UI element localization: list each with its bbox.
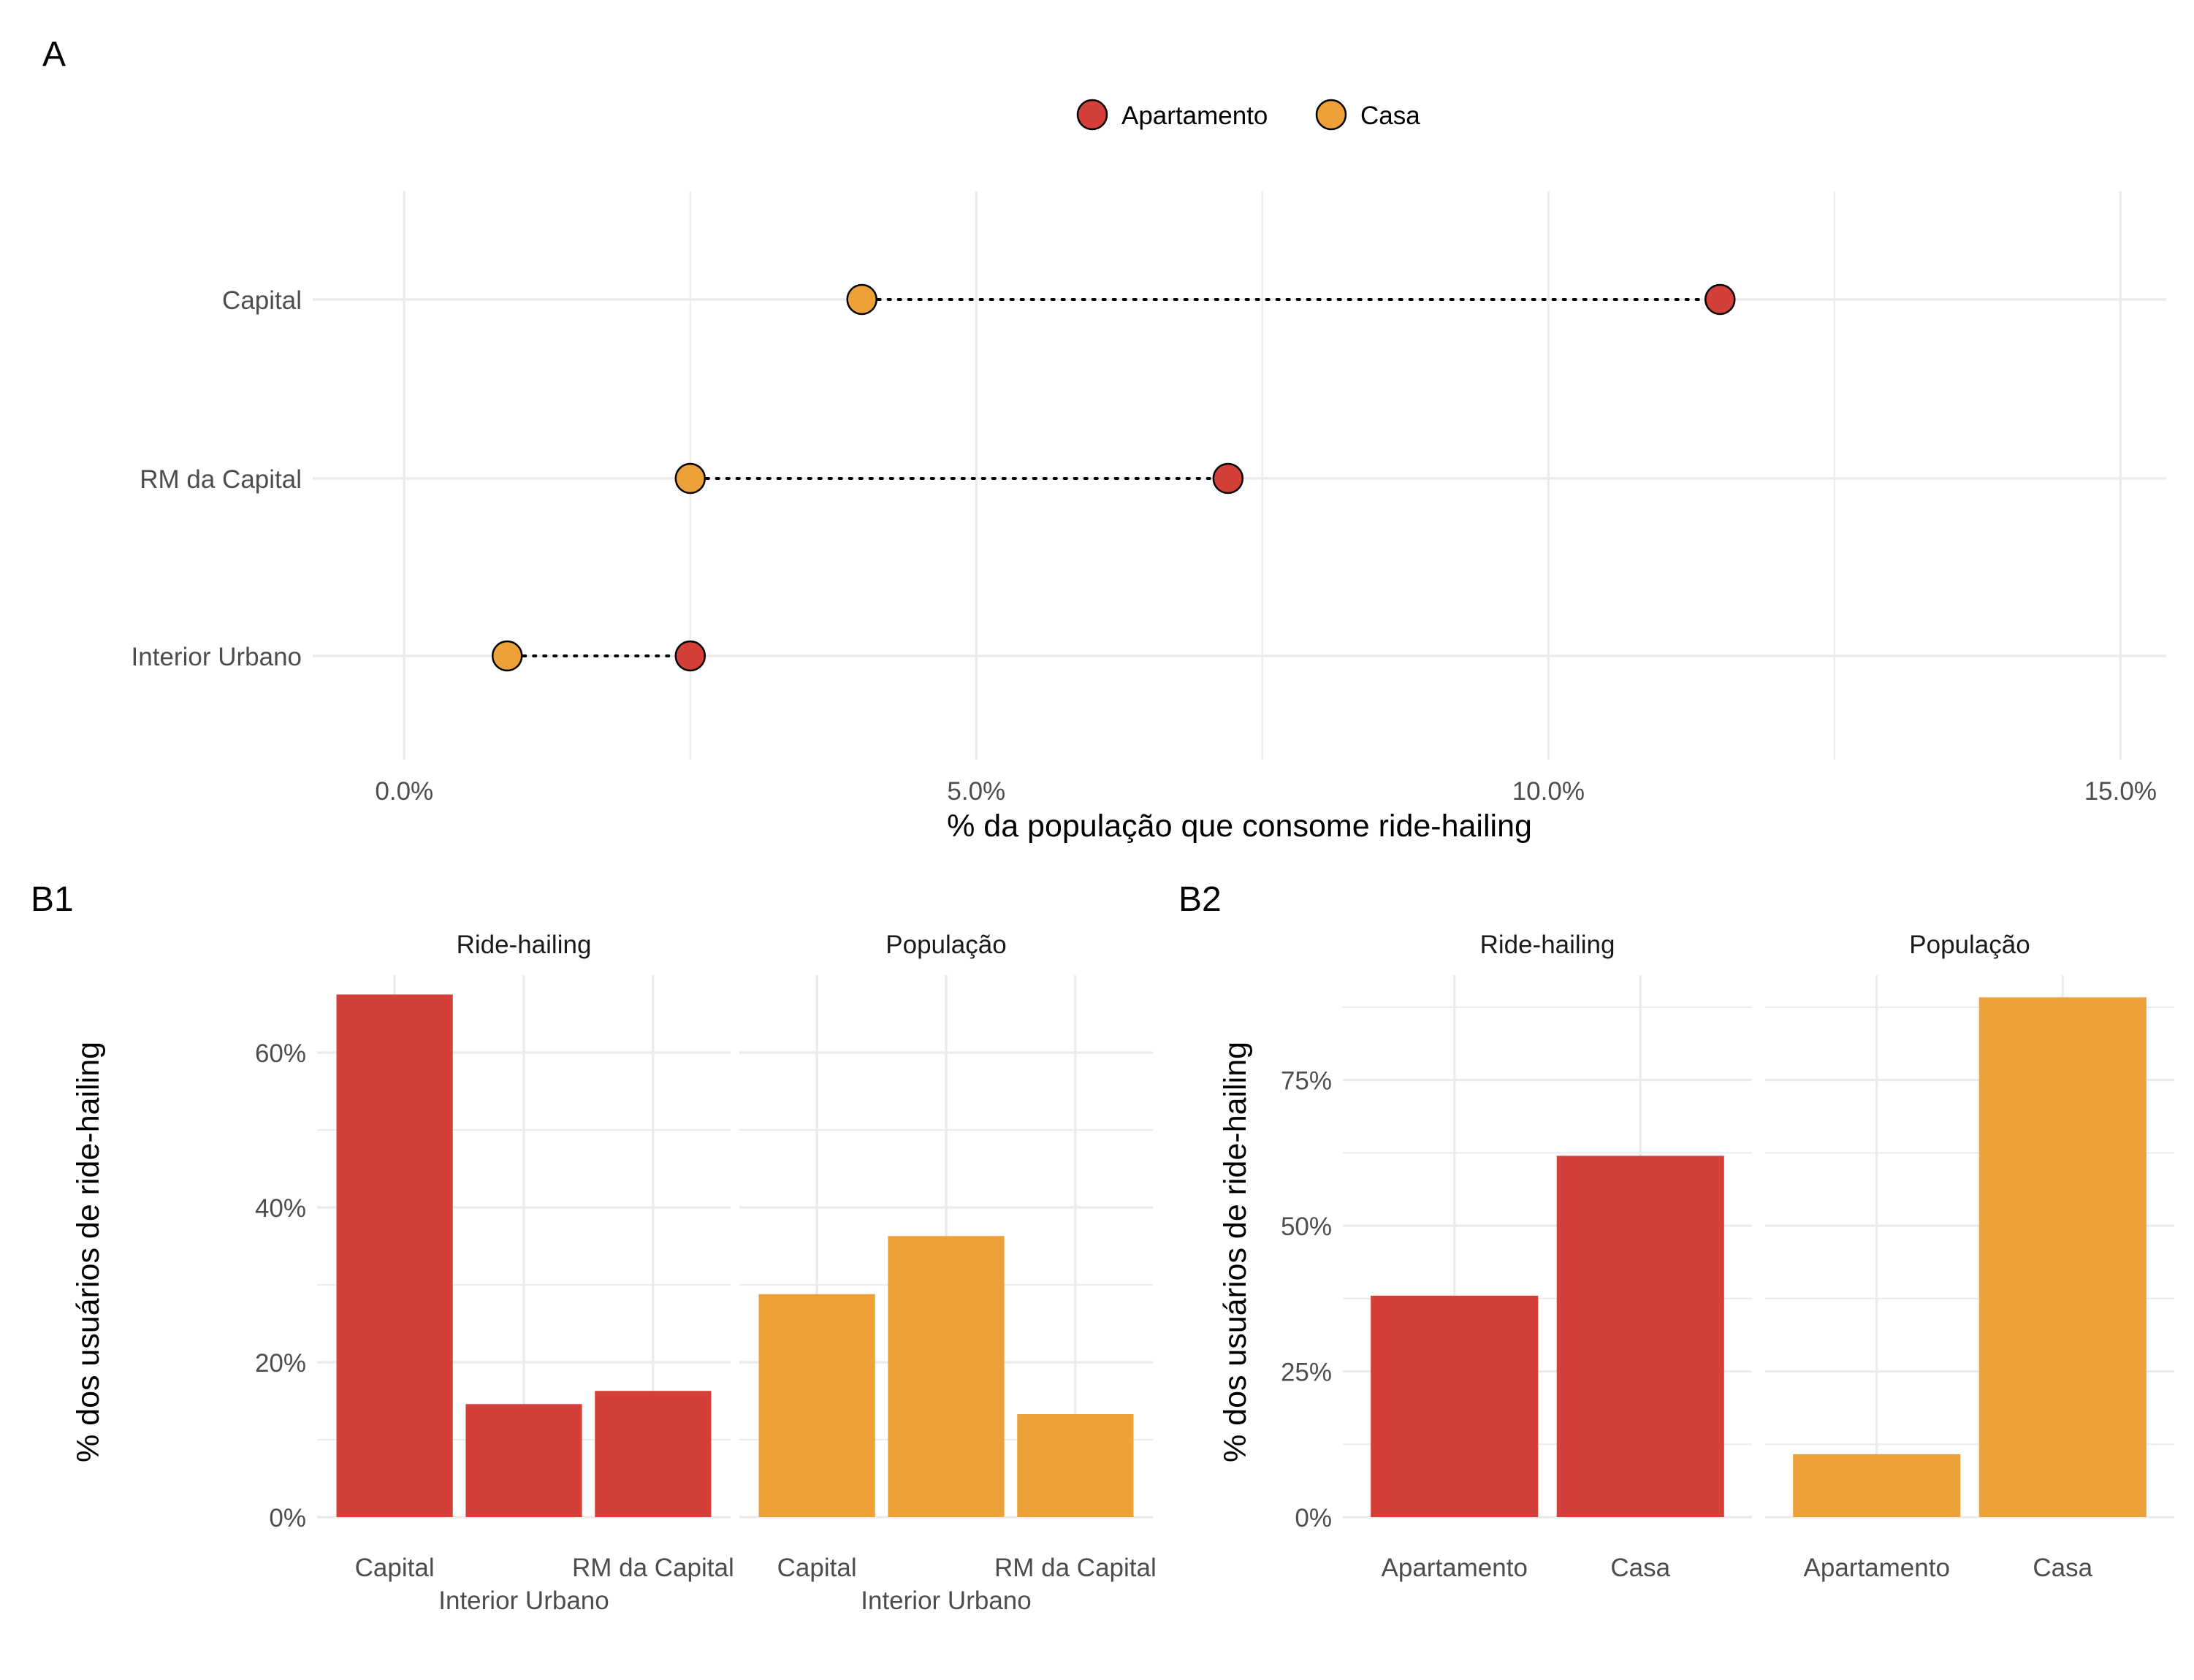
- b-bar: [1017, 1414, 1134, 1517]
- a-point-apartamento: [674, 640, 706, 672]
- b-facet-title: População: [1909, 931, 2030, 959]
- a-ytick-label: RM da Capital: [140, 465, 302, 494]
- a-xtick-label: 0.0%: [375, 777, 433, 806]
- a-point-casa: [674, 462, 706, 495]
- b-bar: [336, 994, 453, 1517]
- legend-label-casa: Casa: [1360, 102, 1420, 130]
- b-xtick-label: Apartamento: [1804, 1554, 1950, 1582]
- b-ytick-label: 60%: [255, 1039, 306, 1068]
- b-bar: [595, 1391, 712, 1517]
- chart-b1-bars: % dos usuários de ride-hailing 0% 20% 40% 60…: [71, 931, 1157, 1615]
- b-facet-title: Ride-hailing: [457, 931, 592, 959]
- b-xtick-label: Capital: [777, 1554, 857, 1582]
- legend-key-casa: [1315, 99, 1347, 131]
- b-xtick-label: RM da Capital: [572, 1554, 734, 1582]
- b-yaxis-label: % dos usuários de ride-hailing: [1218, 1042, 1253, 1462]
- a-point-casa: [846, 283, 877, 316]
- b-bar: [1793, 1454, 1961, 1517]
- a-xtick-label: 10.0%: [1512, 777, 1585, 806]
- b-bar: [888, 1236, 1005, 1517]
- a-xtick-label: 5.0%: [947, 777, 1005, 806]
- b-xtick-label: Casa: [1610, 1554, 1670, 1582]
- b-ytick-label: 25%: [1281, 1359, 1332, 1387]
- panel-label-a: A: [42, 35, 66, 74]
- b-facet-title: Ride-hailing: [1480, 931, 1615, 959]
- b-bar: [758, 1294, 875, 1517]
- b-yaxis-label: % dos usuários de ride-hailing: [71, 1042, 106, 1462]
- b-xtick-label: Interior Urbano: [438, 1587, 609, 1615]
- chart-a-dumbbell: Capital RM da Capital Interior Urbano 0.0% 5…: [132, 99, 2166, 844]
- b-xtick-label: Apartamento: [1382, 1554, 1528, 1582]
- a-point-apartamento: [1212, 462, 1244, 495]
- b-xtick-label: Capital: [355, 1554, 435, 1582]
- a-xtick-label: 15.0%: [2084, 777, 2157, 806]
- b-ytick-label: 40%: [255, 1194, 306, 1223]
- legend-key-apartamento: [1076, 99, 1108, 131]
- a-point-casa: [491, 640, 523, 672]
- b-bar: [465, 1404, 582, 1517]
- b-bar: [1371, 1295, 1539, 1517]
- b-ytick-label: 0%: [269, 1504, 306, 1532]
- b-xtick-label: Interior Urbano: [861, 1587, 1031, 1615]
- panel-label-b2: B2: [1178, 880, 1222, 919]
- a-ytick-label: Capital: [222, 286, 302, 315]
- b-ytick-label: 20%: [255, 1349, 306, 1378]
- panel-label-b1: B1: [31, 880, 74, 919]
- legend-label-apartamento: Apartamento: [1121, 102, 1268, 130]
- b-bar: [1978, 997, 2147, 1517]
- b-ytick-label: 0%: [1295, 1504, 1332, 1532]
- b-facet-title: População: [885, 931, 1006, 959]
- a-point-apartamento: [1704, 283, 1736, 316]
- a-xaxis-label: % da população que consome ride-hailing: [947, 809, 1532, 844]
- b-ytick-label: 50%: [1281, 1213, 1332, 1241]
- b-ytick-label: 75%: [1281, 1067, 1332, 1096]
- a-ytick-label: Interior Urbano: [132, 643, 302, 671]
- chart-b2-bars: % dos usuários de ride-hailing 0% 25% 50% 75…: [1218, 931, 2174, 1582]
- b-bar: [1556, 1156, 1724, 1517]
- b-xtick-label: Casa: [2033, 1554, 2092, 1582]
- b-xtick-label: RM da Capital: [994, 1554, 1157, 1582]
